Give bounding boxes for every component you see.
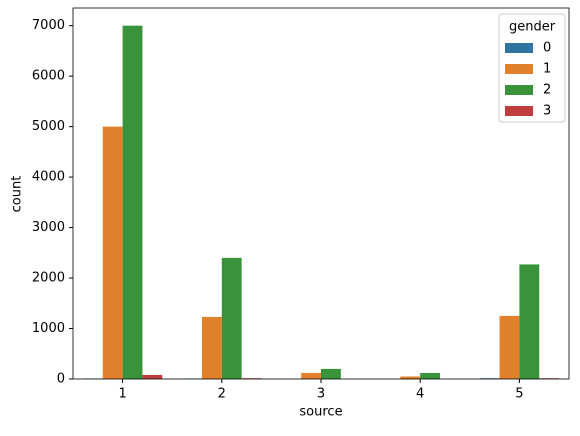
x-tick-label: 4 (416, 387, 424, 402)
y-tick-label: 3000 (32, 220, 65, 235)
legend-swatch (505, 43, 533, 53)
bar (499, 315, 520, 379)
bar (420, 372, 441, 379)
y-tick-label: 1000 (32, 321, 65, 336)
y-tick-label: 4000 (32, 170, 65, 185)
y-tick-label: 7000 (32, 18, 65, 33)
legend-swatch (505, 64, 533, 74)
bar (122, 25, 143, 380)
y-tick-label: 6000 (32, 69, 65, 84)
y-axis-label: count (10, 176, 25, 213)
x-tick-label: 5 (515, 387, 523, 402)
legend-label: 0 (543, 41, 551, 56)
y-tick-label: 0 (57, 372, 65, 387)
legend-swatch (505, 85, 533, 95)
plot-frame (72, 7, 570, 380)
x-tick-label: 2 (218, 387, 226, 402)
legend-label: 3 (543, 104, 551, 119)
x-tick-label: 1 (118, 387, 126, 402)
x-tick-label: 3 (317, 387, 325, 402)
bar (142, 374, 163, 379)
y-tick-label: 5000 (32, 119, 65, 134)
bar (519, 264, 540, 379)
legend-title: gender (509, 20, 556, 35)
bar (301, 372, 321, 379)
bar (221, 257, 242, 379)
y-tick-label: 2000 (32, 271, 65, 286)
x-axis-label: source (299, 405, 342, 420)
legend-swatch (505, 106, 533, 116)
bar (321, 368, 341, 379)
bar (102, 126, 123, 379)
legend-label: 2 (543, 83, 551, 98)
bar (400, 376, 421, 379)
bar (201, 316, 222, 379)
legend-label: 1 (543, 62, 551, 77)
